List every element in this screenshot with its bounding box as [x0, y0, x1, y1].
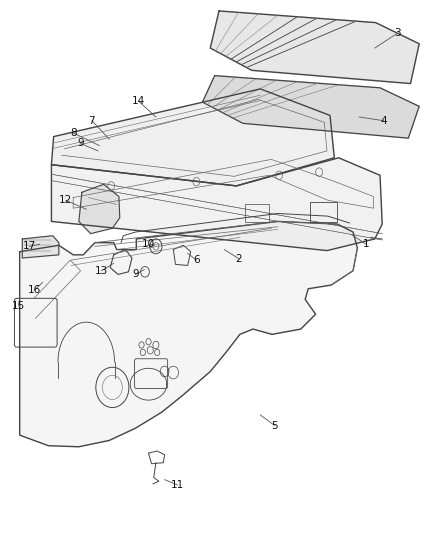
- Text: 1: 1: [363, 239, 369, 249]
- Text: 3: 3: [394, 28, 401, 38]
- Text: 17: 17: [23, 241, 36, 252]
- Polygon shape: [51, 158, 382, 251]
- Text: 11: 11: [171, 480, 184, 490]
- Text: 13: 13: [95, 266, 108, 276]
- Polygon shape: [51, 89, 334, 186]
- Text: 12: 12: [59, 195, 72, 205]
- Polygon shape: [22, 236, 59, 258]
- Text: 7: 7: [88, 116, 95, 126]
- Polygon shape: [79, 184, 120, 233]
- Text: 8: 8: [70, 128, 77, 138]
- Polygon shape: [20, 221, 357, 447]
- Text: 5: 5: [272, 421, 278, 431]
- Text: 10: 10: [142, 239, 155, 249]
- Text: 9: 9: [132, 270, 139, 279]
- Text: 6: 6: [193, 255, 200, 265]
- Text: 4: 4: [380, 116, 387, 126]
- Polygon shape: [202, 76, 419, 138]
- Text: 9: 9: [77, 139, 84, 149]
- Polygon shape: [210, 11, 419, 84]
- Text: 16: 16: [28, 285, 41, 295]
- Text: 15: 15: [12, 301, 25, 311]
- Text: 2: 2: [235, 254, 242, 263]
- Text: 14: 14: [132, 96, 145, 106]
